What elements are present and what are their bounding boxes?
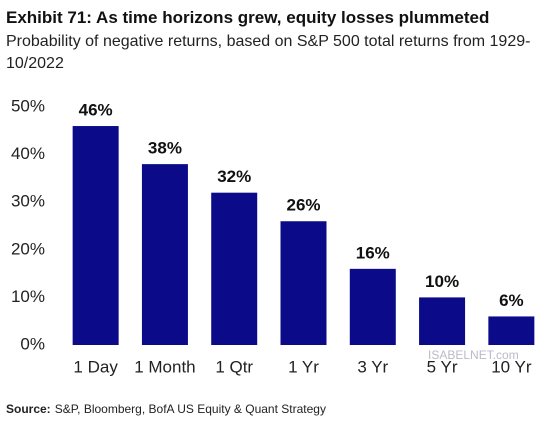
bar (72, 126, 119, 345)
x-tick-label: 1 Month (134, 357, 195, 376)
x-tick-label: 1 Qtr (215, 357, 253, 376)
watermark: ISABELNET.com (428, 348, 519, 362)
value-label: 26% (286, 196, 320, 215)
value-label: 6% (499, 291, 524, 310)
value-label: 10% (425, 272, 459, 291)
x-tick-label: 1 Day (73, 357, 118, 376)
y-tick-label: 50% (11, 96, 45, 115)
x-tick-label: 5 Yr (427, 357, 458, 376)
bar (349, 268, 396, 345)
y-tick-label: 0% (20, 334, 45, 353)
value-label: 32% (217, 167, 251, 186)
value-label: 16% (356, 243, 390, 262)
source-text: S&P, Bloomberg, BofA US Equity & Quant S… (54, 402, 326, 416)
chart-title: Exhibit 71: As time horizons grew, equit… (6, 8, 490, 27)
value-label: 46% (79, 101, 113, 120)
bar (141, 164, 188, 345)
y-tick-label: 20% (11, 239, 45, 258)
source-label: Source: (6, 402, 51, 416)
y-tick-label: 40% (11, 144, 45, 163)
x-tick-label: 3 Yr (357, 357, 388, 376)
chart-subtitle: Probability of negative returns, based o… (6, 33, 531, 72)
bar (488, 316, 535, 345)
bar (419, 297, 466, 345)
y-tick-label: 30% (11, 192, 45, 211)
y-tick-label: 10% (11, 287, 45, 306)
bar (211, 192, 258, 345)
bar (280, 221, 327, 345)
x-tick-label: 10 Yr (491, 357, 532, 376)
value-label: 38% (148, 139, 182, 158)
source: Source: S&P, Bloomberg, BofA US Equity & … (6, 402, 326, 416)
x-tick-label: 1 Yr (288, 357, 319, 376)
